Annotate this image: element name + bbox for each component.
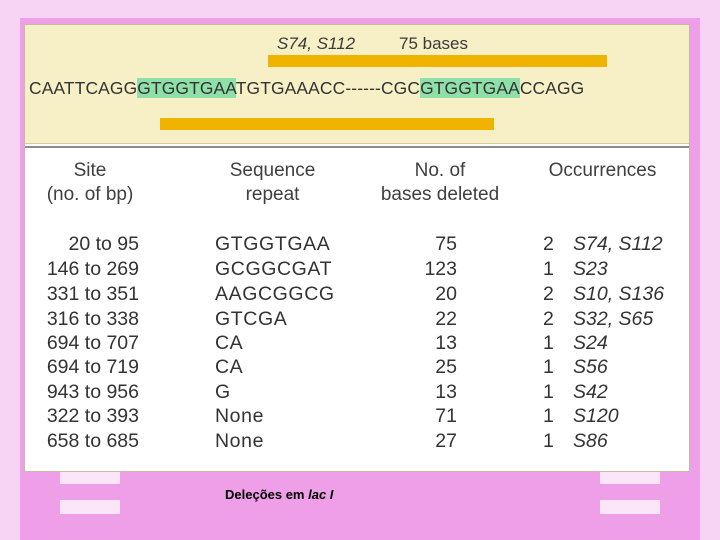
site-cell: 658 to 685 [46, 430, 139, 452]
count-cell: 1 [543, 381, 554, 403]
repeat-cell: AAGCGGCG [215, 283, 335, 305]
repeat-highlight: GTGGTGAA [420, 78, 520, 98]
site-cell: 331 to 351 [46, 283, 139, 305]
deletion-figure: S74, S112 75 bases CAATTCAGGGTGGTGAATGTG… [24, 24, 690, 472]
strains-cell: S42 [573, 381, 608, 403]
count-cell: 1 [543, 405, 554, 427]
count-cell: 1 [543, 258, 554, 280]
header-line: Sequence [229, 160, 316, 181]
decor-stripe [60, 470, 120, 484]
deletion-bar-top [268, 55, 607, 67]
table-row: 20 to 95 GTGGTGAA 75 2 S74, S112 [25, 232, 689, 256]
table-row: 322 to 393 None 71 1 S120 [25, 404, 689, 428]
strain-label: S74, S112 [277, 34, 356, 53]
header-line: repeat [245, 184, 300, 205]
sequence-segment: CAATTCAGG [29, 78, 138, 98]
header-line: (no. of bp) [46, 184, 134, 205]
table-row: 658 to 685 None 27 1 S86 [25, 429, 689, 453]
site-cell: 20 to 95 [68, 233, 139, 255]
repeat-cell: CA [215, 332, 244, 354]
table-row: 694 to 707 CA 13 1 S24 [25, 331, 689, 355]
site-cell: 694 to 719 [46, 356, 139, 378]
header-occurrences: Occurrences [535, 159, 670, 183]
strains-cell: S23 [573, 258, 608, 280]
count-cell: 1 [543, 332, 554, 354]
count-cell: 2 [543, 283, 554, 305]
site-cell: 322 to 393 [46, 405, 139, 427]
strains-cell: S24 [573, 332, 608, 354]
slide-caption: Deleções em lac I [225, 487, 333, 502]
sequence-segment: TGTGAAACC------CGC [235, 78, 421, 98]
repeat-cell: GCGGCGAT [215, 258, 333, 280]
bases-cell: 75 [435, 233, 457, 255]
sequence-panel: S74, S112 75 bases CAATTCAGGGTGGTGAATGTG… [25, 25, 689, 144]
header-line: bases deleted [380, 184, 500, 205]
bases-cell: 13 [435, 381, 457, 403]
header-line: No. of [414, 160, 466, 181]
count-cell: 2 [543, 233, 554, 255]
repeat-highlight: GTGGTGAA [137, 78, 236, 98]
repeat-cell: CA [215, 356, 244, 378]
strains-cell: S74, S112 [573, 233, 663, 255]
sequence-segment: CCAGG [519, 78, 585, 98]
strains-cell: S120 [573, 405, 619, 427]
bases-cell: 71 [435, 405, 457, 427]
count-cell: 1 [543, 356, 554, 378]
header-bases-deleted: No. of bases deleted [360, 159, 520, 207]
site-cell: 943 to 956 [46, 381, 139, 403]
strains-cell: S32, S65 [573, 308, 654, 330]
strains-cell: S86 [573, 430, 608, 452]
site-cell: 694 to 707 [46, 332, 139, 354]
bases-cell: 25 [435, 356, 457, 378]
table-row: 331 to 351 AAGCGGCG 20 2 S10, S136 [25, 282, 689, 306]
deletion-bar-bottom [160, 118, 494, 130]
count-cell: 1 [543, 430, 554, 452]
repeat-cell: GTGGTGAA [215, 233, 331, 255]
count-cell: 2 [543, 308, 554, 330]
repeat-cell: None [215, 405, 265, 427]
caption-text: Deleções em [225, 487, 309, 502]
strains-cell: S56 [573, 356, 608, 378]
repeat-cell: G [215, 381, 231, 403]
decor-stripe [600, 500, 660, 514]
repeat-cell: None [215, 430, 265, 452]
bases-cell: 20 [435, 283, 457, 305]
bases-cell: 27 [435, 430, 457, 452]
decor-stripe [60, 500, 120, 514]
header-line: Occurrences [548, 160, 657, 181]
bases-cell: 13 [435, 332, 457, 354]
site-cell: 146 to 269 [46, 258, 139, 280]
table-row: 316 to 338 GTCGA 22 2 S32, S65 [25, 307, 689, 331]
table-row: 146 to 269 GCGGCGAT 123 1 S23 [25, 257, 689, 281]
header-site: Site (no. of bp) [35, 159, 145, 207]
bases-cell: 22 [435, 308, 457, 330]
header-line: Site [73, 160, 107, 181]
decor-stripe [600, 470, 660, 484]
site-cell: 316 to 338 [46, 308, 139, 330]
table-row: 943 to 956 G 13 1 S42 [25, 380, 689, 404]
header-sequence-repeat: Sequence repeat [205, 159, 340, 207]
dna-sequence: CAATTCAGGGTGGTGAATGTGAAACC------CGCGTGGT… [29, 78, 584, 99]
caption-gene: lac I [308, 487, 334, 502]
bases-cell: 123 [424, 258, 457, 280]
strains-cell: S10, S136 [573, 283, 665, 305]
repeat-cell: GTCGA [215, 308, 288, 330]
table-row: 694 to 719 CA 25 1 S56 [25, 355, 689, 379]
divider [25, 146, 689, 148]
bases-label: 75 bases [399, 34, 468, 53]
